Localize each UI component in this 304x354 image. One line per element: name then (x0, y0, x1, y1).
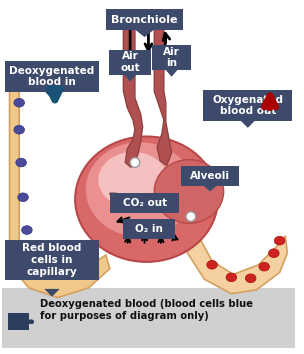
FancyBboxPatch shape (152, 45, 191, 70)
Text: Air
in: Air in (163, 47, 180, 68)
Ellipse shape (14, 125, 25, 134)
Ellipse shape (22, 226, 32, 234)
Ellipse shape (274, 236, 285, 245)
Ellipse shape (154, 160, 224, 223)
FancyBboxPatch shape (123, 219, 175, 239)
Ellipse shape (86, 142, 194, 237)
Circle shape (186, 212, 196, 221)
Text: Air
out: Air out (120, 51, 140, 73)
Circle shape (130, 158, 140, 167)
FancyBboxPatch shape (110, 193, 179, 213)
Ellipse shape (226, 273, 237, 282)
Text: CO₂ out: CO₂ out (123, 198, 167, 208)
Ellipse shape (245, 274, 256, 282)
FancyBboxPatch shape (5, 61, 99, 92)
Polygon shape (183, 199, 287, 294)
Ellipse shape (207, 261, 217, 269)
Text: Bronchiole: Bronchiole (111, 15, 178, 25)
Ellipse shape (50, 267, 60, 276)
Ellipse shape (75, 137, 218, 262)
Polygon shape (165, 69, 178, 77)
Polygon shape (44, 91, 60, 99)
Polygon shape (202, 185, 218, 192)
FancyBboxPatch shape (8, 313, 29, 330)
FancyBboxPatch shape (2, 288, 295, 348)
Ellipse shape (33, 255, 44, 263)
Polygon shape (154, 21, 171, 165)
Polygon shape (123, 21, 143, 167)
FancyBboxPatch shape (181, 166, 239, 186)
Text: Oxygenated
blood out: Oxygenated blood out (212, 95, 283, 116)
FancyBboxPatch shape (203, 90, 292, 121)
Ellipse shape (16, 158, 26, 167)
Polygon shape (123, 74, 137, 81)
Ellipse shape (268, 249, 279, 258)
Ellipse shape (68, 264, 78, 273)
Ellipse shape (259, 262, 269, 271)
FancyBboxPatch shape (109, 50, 151, 75)
Text: Red blood
cells in
capillary: Red blood cells in capillary (22, 243, 82, 276)
Text: Deoxygenated blood (blood cells blue
for purposes of diagram only): Deoxygenated blood (blood cells blue for… (40, 299, 254, 321)
Text: Alveoli: Alveoli (190, 171, 230, 181)
Ellipse shape (98, 152, 168, 208)
Ellipse shape (62, 262, 73, 271)
Ellipse shape (47, 251, 57, 259)
Polygon shape (44, 289, 60, 297)
FancyBboxPatch shape (106, 9, 183, 30)
Text: Deoxygenated
blood in: Deoxygenated blood in (9, 66, 95, 87)
Polygon shape (240, 120, 255, 128)
Text: O₂ in: O₂ in (136, 224, 163, 234)
FancyBboxPatch shape (5, 240, 99, 280)
Ellipse shape (14, 98, 25, 107)
Polygon shape (135, 29, 154, 37)
Polygon shape (9, 79, 110, 298)
Ellipse shape (18, 193, 28, 201)
